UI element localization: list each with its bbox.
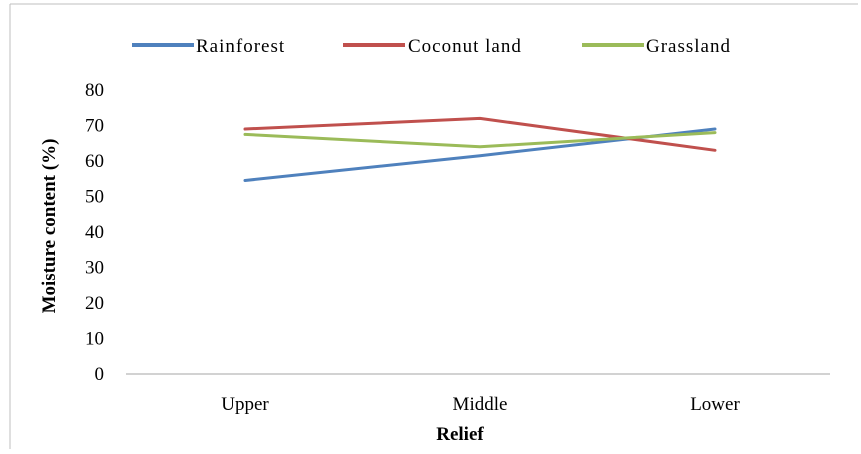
y-tick-label: 0 — [95, 364, 105, 385]
x-axis-title: Relief — [436, 424, 484, 445]
y-tick-label: 20 — [85, 293, 104, 314]
series-line-grassland — [243, 131, 717, 149]
y-tick-label: 10 — [85, 329, 104, 350]
y-tick-label: 70 — [85, 116, 104, 137]
series-lines — [243, 116, 717, 182]
y-tick-label: 30 — [85, 258, 104, 279]
y-tick-label: 40 — [85, 222, 104, 243]
legend-label: Coconut land — [408, 36, 522, 57]
y-axis-title: Moisture content (%) — [39, 139, 60, 314]
legend: Rainforest Coconut land Grassland — [132, 36, 731, 57]
y-tick-label: 50 — [85, 187, 104, 208]
legend-label: Rainforest — [196, 36, 285, 57]
legend-label: Grassland — [646, 36, 731, 57]
x-tick-label: Middle — [453, 394, 508, 415]
x-axis-tick-labels: Upper Middle Lower — [221, 394, 740, 415]
x-tick-label: Lower — [690, 394, 740, 415]
x-tick-label: Upper — [221, 394, 269, 415]
y-axis-tick-labels: 0 10 20 30 40 50 60 70 80 — [85, 80, 104, 385]
series-line-coconut-land — [243, 116, 717, 152]
y-tick-label: 80 — [85, 80, 104, 101]
y-tick-label: 60 — [85, 151, 104, 172]
